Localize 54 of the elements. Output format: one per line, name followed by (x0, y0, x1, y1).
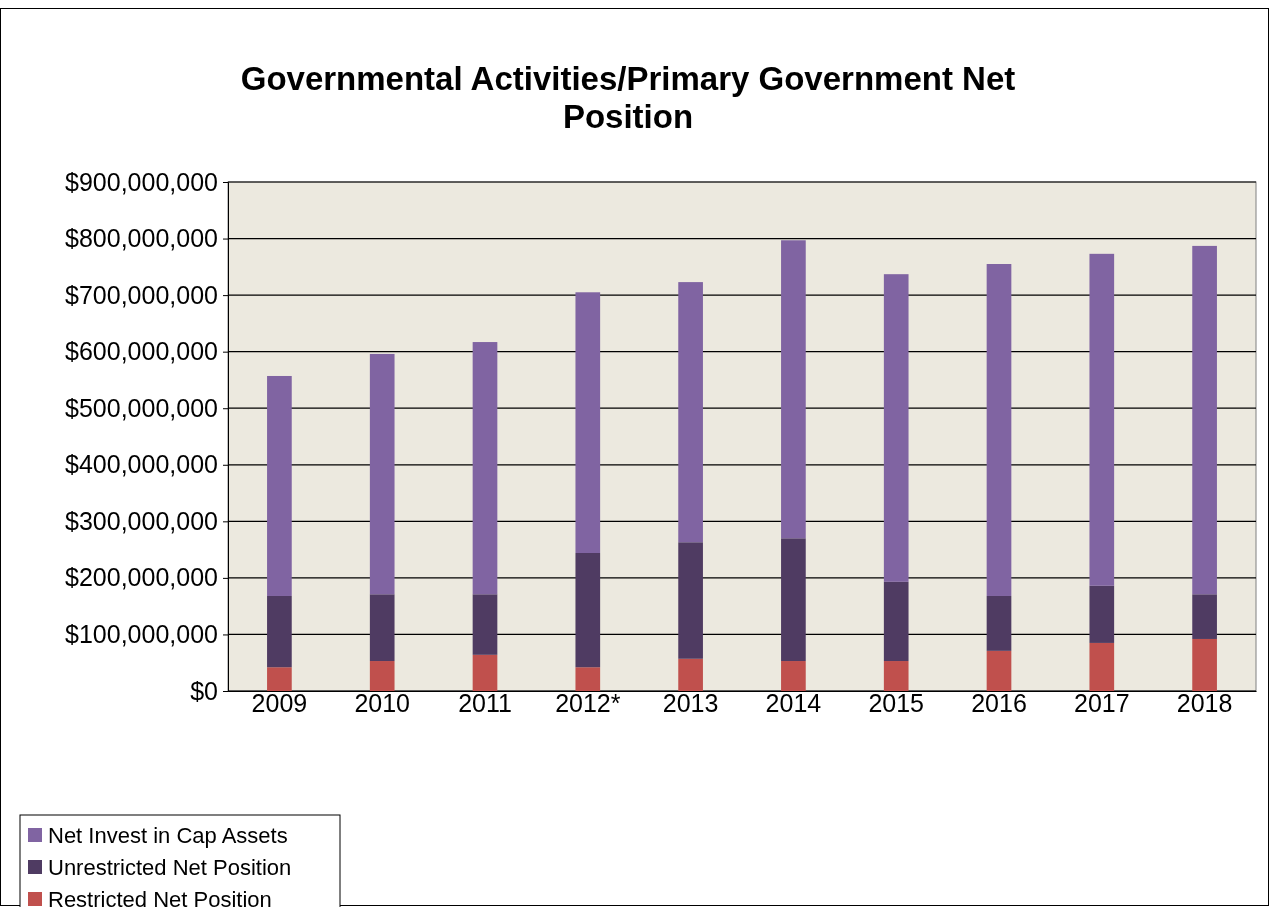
bar (472, 594, 498, 655)
bar (575, 553, 601, 668)
bar (575, 292, 601, 553)
bar (883, 274, 909, 582)
chart-title: Governmental Activities/Primary Government Net Position (240, 60, 1016, 135)
bar (472, 342, 498, 595)
bar (267, 667, 292, 691)
x-tick-label: 2017 (1073, 689, 1130, 717)
x-tick-label: 2010 (354, 689, 411, 717)
bar (369, 594, 395, 662)
x-tick-label: 2011 (458, 689, 512, 717)
bar (267, 375, 292, 596)
bar (1089, 585, 1115, 643)
y-tick-label: $700,000,000 (65, 280, 218, 309)
y-tick-label: $0 (190, 676, 218, 705)
bar (986, 650, 1012, 691)
bar (781, 240, 806, 539)
x-tick-label: 2014 (765, 689, 822, 717)
x-tick-label: 2009 (251, 689, 308, 717)
bar (678, 658, 703, 691)
x-tick-label: 2013 (662, 689, 719, 717)
x-tick-label: 2012* (555, 689, 621, 717)
y-tick-label: $300,000,000 (65, 506, 218, 535)
bar (1192, 638, 1217, 691)
bar (1192, 594, 1217, 639)
bar (883, 581, 909, 662)
bar (883, 661, 909, 691)
x-tick-label: 2015 (868, 689, 925, 717)
legend-label: Unrestricted Net Position (48, 855, 292, 880)
y-tick-label: $200,000,000 (65, 563, 218, 592)
bar (1192, 245, 1217, 595)
bar (678, 542, 703, 659)
bar (472, 654, 498, 691)
bar (267, 595, 292, 668)
bar (986, 595, 1012, 651)
bar (1089, 253, 1115, 586)
y-tick-label: $500,000,000 (65, 393, 218, 422)
legend-label: Net Invest in Cap Assets (48, 823, 288, 848)
bar (369, 661, 395, 691)
y-tick-label: $900,000,000 (65, 167, 218, 196)
bar (1089, 642, 1115, 691)
y-tick-label: $400,000,000 (65, 450, 218, 479)
bar (369, 353, 395, 595)
bar (781, 661, 806, 691)
bar (678, 282, 703, 543)
bar (986, 264, 1012, 596)
legend-label: Restricted Net Position (48, 887, 272, 907)
bar (781, 538, 806, 662)
x-tick-label: 2016 (971, 689, 1027, 717)
x-tick-label: 2018 (1176, 689, 1233, 717)
y-tick-label: $800,000,000 (65, 224, 218, 253)
y-tick-label: $600,000,000 (65, 337, 218, 366)
y-tick-label: $100,000,000 (65, 619, 218, 648)
bar (575, 667, 601, 691)
